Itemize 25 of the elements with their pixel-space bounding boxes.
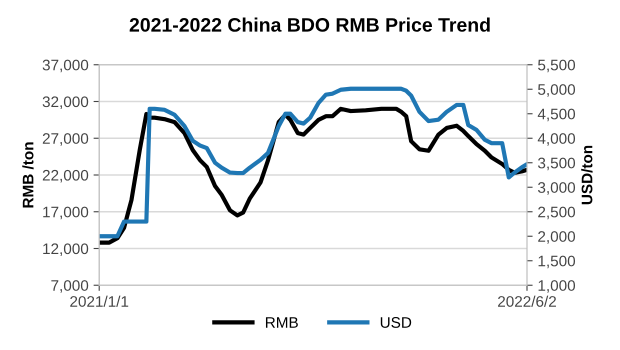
legend-label: RMB (266, 317, 298, 328)
y2-tick-label: 3,000 (538, 182, 576, 195)
y2-tick-label: 1,000 (538, 280, 576, 293)
y2-tick-label: 3,500 (538, 158, 576, 170)
y2-tick-label: 4,500 (538, 108, 576, 122)
y2-tick-label: 5,500 (538, 60, 576, 72)
x-tick-label: 2022/6/2 (498, 296, 556, 307)
y-tick-label: 32,000 (42, 96, 88, 109)
y2-tick-label: 4,000 (538, 133, 576, 146)
y-tick-label: 22,000 (42, 170, 88, 182)
y2-tick-label: 2,000 (538, 231, 576, 244)
y-tick-label: 27,000 (42, 133, 88, 146)
line-series (99, 86, 527, 238)
y-tick-label: 17,000 (43, 206, 88, 220)
y2-tick-label: 1,500 (538, 256, 576, 268)
y2-tick-label: 5,000 (538, 84, 576, 97)
y-tick-label: 12,000 (43, 243, 88, 256)
chart-title: 2021-2022 China BDO RMB Price Trend (130, 18, 490, 32)
y2-axis-title: USD/ton (581, 146, 593, 204)
y2-tick-label: 2,500 (538, 206, 576, 220)
x-tick-label: 2021/1/1 (70, 296, 128, 307)
legend-label: USD (380, 317, 412, 328)
y-tick-label: 37,000 (42, 60, 88, 72)
y-tick-label: 7,000 (51, 280, 88, 293)
y-axis-title: RMB /ton (22, 142, 34, 208)
